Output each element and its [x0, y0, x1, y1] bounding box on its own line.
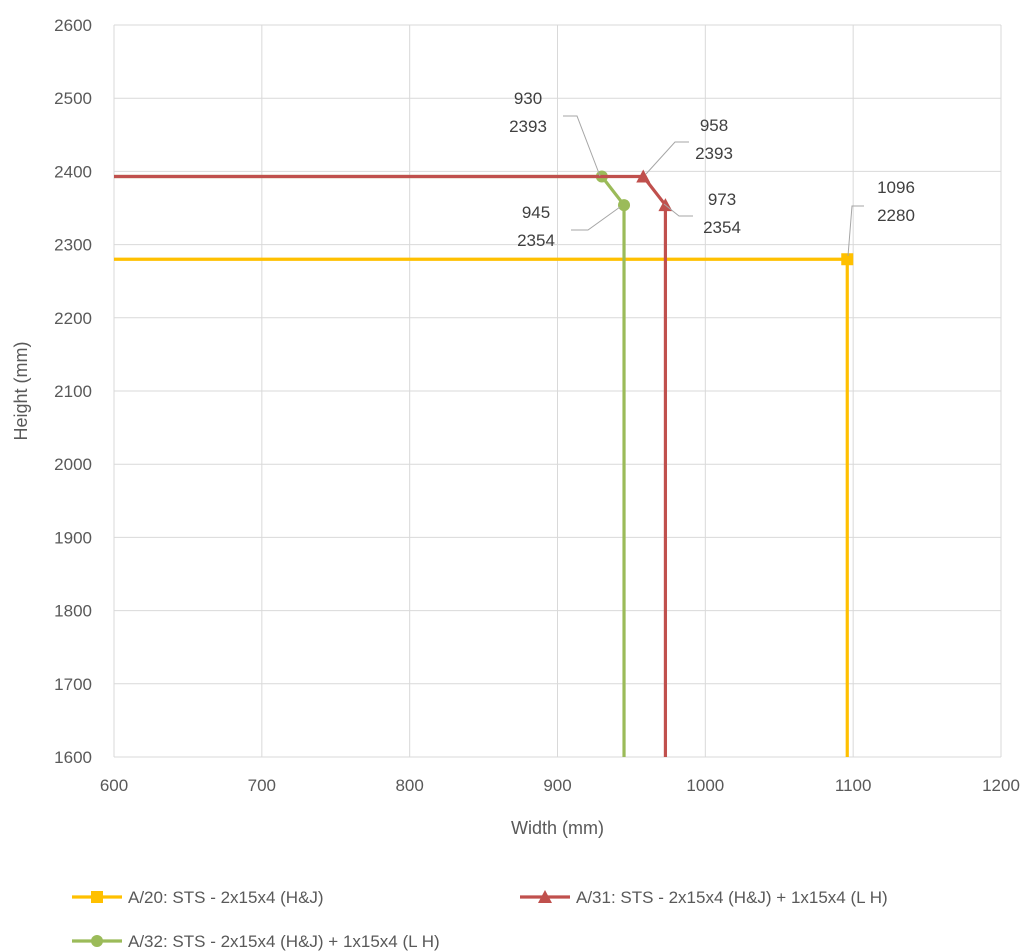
chart-axes: 600 700 800 900 1000 1100 1200 1600 1700 1800 1900…: [54, 16, 1020, 795]
data-label-leader: [645, 141, 689, 175]
data-label-leader: [847, 205, 864, 257]
x-tick-label: 600: [100, 776, 128, 795]
data-point-marker: [841, 253, 854, 266]
x-tick-label: 1200: [982, 776, 1020, 795]
data-point-marker: [636, 169, 651, 183]
x-tick-label: 700: [248, 776, 276, 795]
y-tick-label: 1800: [54, 602, 92, 621]
y-tick-label: 2500: [54, 89, 92, 108]
y-tick-label: 1900: [54, 528, 92, 547]
chart-data-labels: 1096 2280 958 2393 973 2354 930 2393 945 2354: [509, 89, 915, 250]
data-label: 945 2354: [517, 203, 555, 250]
chart-grid: [113, 24, 1002, 758]
y-tick-label: 2200: [54, 309, 92, 328]
y-tick-label: 2600: [54, 16, 92, 35]
data-label: 958 2393: [695, 116, 733, 163]
data-point-marker: [618, 199, 631, 212]
legend-label: A/20: STS - 2x15x4 (H&J): [128, 888, 324, 907]
data-label-leader: [663, 203, 693, 217]
y-tick-label: 1700: [54, 675, 92, 694]
y-tick-label: 2000: [54, 455, 92, 474]
legend: A/20: STS - 2x15x4 (H&J) A/31: STS - 2x15…: [72, 888, 888, 951]
x-axis-title: Width (mm): [511, 818, 604, 838]
data-label: 1096 2280: [877, 178, 915, 225]
y-tick-label: 2400: [54, 162, 92, 181]
x-tick-label: 900: [543, 776, 571, 795]
y-tick-label: 2100: [54, 382, 92, 401]
legend-label: A/32: STS - 2x15x4 (H&J) + 1x15x4 (L H): [128, 932, 440, 951]
x-tick-label: 1000: [686, 776, 724, 795]
y-tick-label: 2300: [54, 236, 92, 255]
legend-marker: [91, 935, 103, 947]
y-tick-label: 1600: [54, 748, 92, 767]
legend-item: A/32: STS - 2x15x4 (H&J) + 1x15x4 (L H): [72, 932, 440, 951]
data-label: 930 2393: [509, 89, 547, 136]
chart-label-leaders: [563, 115, 864, 257]
legend-item: A/31: STS - 2x15x4 (H&J) + 1x15x4 (L H): [520, 888, 888, 907]
x-tick-label: 1100: [835, 776, 872, 795]
x-tick-label: 800: [395, 776, 423, 795]
chart-series: [114, 169, 854, 757]
series-line: [114, 174, 626, 757]
legend-label: A/31: STS - 2x15x4 (H&J) + 1x15x4 (L H): [576, 888, 888, 907]
legend-item: A/20: STS - 2x15x4 (H&J): [72, 888, 324, 907]
series-line: [114, 174, 668, 757]
data-label-leader: [571, 206, 621, 231]
data-label-leader: [563, 115, 601, 177]
series-line: [114, 257, 849, 757]
legend-marker: [91, 891, 103, 903]
data-label: 973 2354: [703, 190, 741, 237]
legend-marker: [538, 890, 552, 903]
y-axis-title: Height (mm): [11, 341, 31, 440]
